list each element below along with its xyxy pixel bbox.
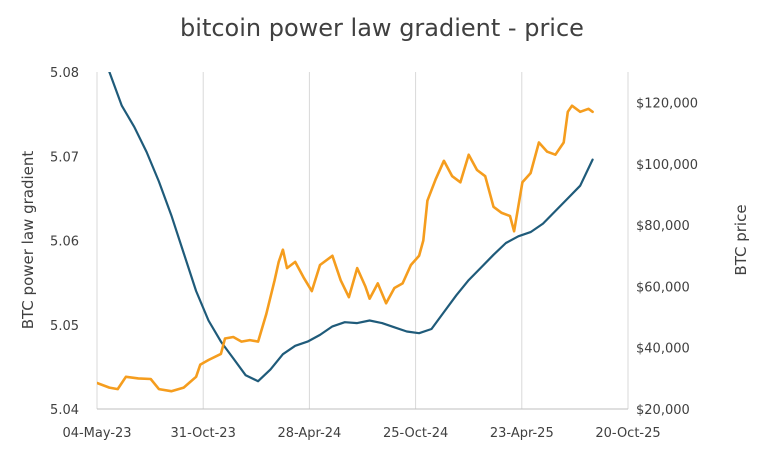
y-right-tick-label: $100,000	[636, 158, 698, 173]
y-right-tick-label: $40,000	[636, 342, 690, 357]
y-left-tick-label: 5.06	[50, 235, 79, 250]
y-right-axis-label: BTC price	[732, 204, 750, 275]
x-tick-label: 20-Oct-25	[595, 426, 660, 441]
y-left-axis-label: BTC power law gradient	[19, 151, 37, 330]
x-tick-label: 31-Oct-23	[171, 426, 236, 441]
y-right-tick-label: $60,000	[636, 280, 690, 295]
x-tick-label: 25-Oct-24	[383, 426, 448, 441]
series-layer	[97, 72, 594, 393]
y-left-tick-label: 5.04	[50, 403, 79, 418]
y-right-tick-label: $80,000	[636, 219, 690, 234]
y-left-tick-label: 5.07	[50, 150, 79, 165]
price-series-line	[97, 104, 594, 393]
grid-layer	[96, 72, 629, 409]
x-tick-label: 04-May-23	[62, 426, 131, 441]
tick-layer: 04-May-23 31-Oct-23 28-Apr-24 25-Oct-24 23-A…	[50, 66, 698, 441]
x-tick-label: 23-Apr-25	[490, 426, 554, 441]
x-tick-label: 28-Apr-24	[277, 426, 341, 441]
y-left-tick-label: 5.08	[50, 66, 79, 81]
chart-title: bitcoin power law gradient - price	[180, 14, 584, 42]
y-left-tick-label: 5.05	[50, 319, 79, 334]
gradient-series-line	[108, 72, 594, 383]
y-right-tick-label: $120,000	[636, 97, 698, 112]
y-right-tick-label: $20,000	[636, 403, 690, 418]
